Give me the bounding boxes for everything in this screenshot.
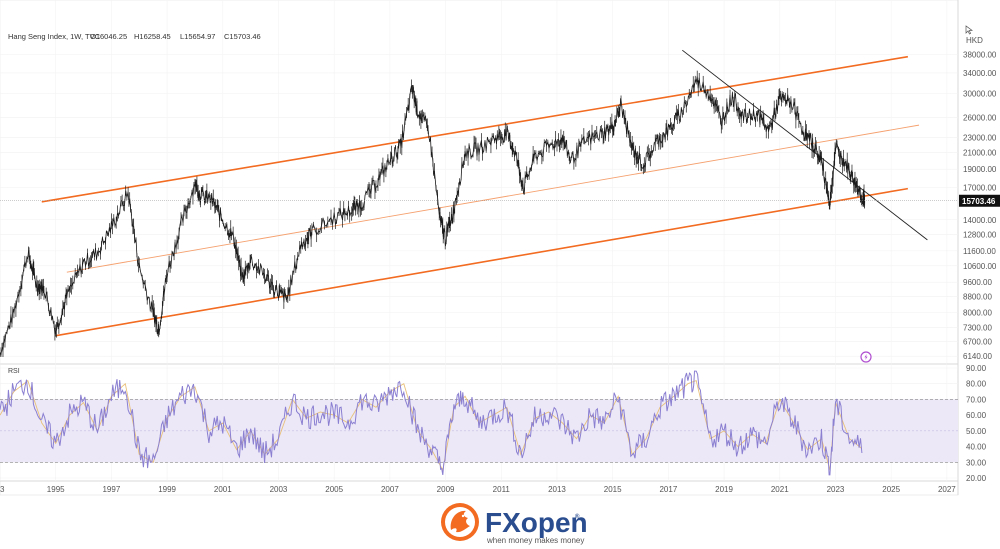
price-tick-label: 38000.00 — [963, 50, 997, 59]
logo-wordmark: FXopen — [485, 507, 588, 538]
price-tick-label: 10600.00 — [963, 262, 997, 271]
price-tick-label: 21000.00 — [963, 149, 997, 158]
time-tick-label: 1997 — [102, 485, 120, 494]
price-tick-label: 11600.00 — [963, 247, 996, 256]
price-tick-label: 6700.00 — [963, 338, 992, 347]
price-tick-label: 26000.00 — [963, 113, 997, 122]
ohlc-high: H16258.45 — [134, 32, 171, 41]
rsi-tick-label: 30.00 — [966, 458, 987, 467]
price-tick-label: 7300.00 — [963, 324, 992, 333]
time-tick-label: 2003 — [270, 485, 288, 494]
rsi-tick-label: 90.00 — [966, 364, 987, 373]
rsi-axis-ticks: 90.00 80.00 70.00 60.00 50.00 40.00 30.00 20.00 — [966, 364, 987, 483]
time-tick-label: 2001 — [214, 485, 232, 494]
ohlc-open: O16046.25 — [90, 32, 127, 41]
time-tick-label: 2005 — [325, 485, 343, 494]
symbol-title: Hang Seng Index, 1W, TVC — [8, 32, 101, 41]
price-tick-label: 14000.00 — [963, 216, 997, 225]
time-tick-label: 1995 — [47, 485, 65, 494]
time-tick-label: 2027 — [938, 485, 956, 494]
price-tick-label: 23000.00 — [963, 134, 997, 143]
dragon-emblem-icon — [441, 503, 479, 541]
price-tick-label: 8800.00 — [963, 293, 992, 302]
logo-registered-mark: ® — [575, 513, 580, 520]
down-trendline — [682, 49, 928, 241]
time-tick-label: 2015 — [604, 485, 622, 494]
price-line — [0, 76, 866, 355]
fxopen-logo: FXopen ® when money makes money — [441, 503, 588, 545]
price-series — [0, 70, 866, 358]
channel-lines — [41, 49, 928, 337]
time-tick-label: 2019 — [715, 485, 733, 494]
last-price-value: 15703.46 — [962, 197, 996, 206]
cursor-icon[interactable] — [965, 25, 973, 35]
time-tick-label: 2013 — [548, 485, 566, 494]
time-tick-label: 2025 — [882, 485, 900, 494]
time-axis-ticks: 93 1995 1997 1999 2001 2003 2005 2007 2009 2011 20… — [0, 485, 956, 494]
price-tick-label: 9600.00 — [963, 278, 992, 287]
price-tick-label: 8000.00 — [963, 308, 992, 317]
rsi-band-fill — [0, 399, 958, 463]
rsi-tick-label: 40.00 — [966, 443, 987, 452]
price-tick-label: 6140.00 — [963, 352, 992, 361]
time-tick-label: 2009 — [437, 485, 455, 494]
logo-tagline: when money makes money — [486, 536, 584, 545]
time-tick-label: 2021 — [771, 485, 789, 494]
time-tick-label: 2007 — [381, 485, 399, 494]
events-icon[interactable] — [860, 351, 872, 363]
channel-mid-line — [66, 124, 920, 273]
price-tick-label: 34000.00 — [963, 69, 997, 78]
channel-upper-line — [41, 55, 909, 203]
rsi-tick-label: 80.00 — [966, 380, 987, 389]
time-tick-label: 1999 — [158, 485, 176, 494]
last-price-tag — [959, 194, 1000, 207]
ohlc-close: C15703.46 — [224, 32, 261, 41]
time-tick-label: 2023 — [827, 485, 845, 494]
currency-label: HKD — [966, 36, 983, 45]
price-tick-label: 30000.00 — [963, 90, 997, 99]
channel-lower-line — [55, 187, 909, 337]
rsi-tick-label: 60.00 — [966, 411, 987, 420]
rsi-band — [0, 399, 958, 463]
rsi-tick-label: 50.00 — [966, 427, 987, 436]
rsi-pane-label: RSI — [8, 368, 20, 375]
time-tick-label: 93 — [0, 485, 5, 494]
price-tick-label: 19000.00 — [963, 165, 997, 174]
time-tick-label: 2011 — [493, 485, 511, 494]
ohlc-low: L15654.97 — [180, 32, 215, 41]
price-tick-label: 17000.00 — [963, 184, 997, 193]
rsi-tick-label: 20.00 — [966, 474, 987, 483]
price-tick-label: 12800.00 — [963, 231, 997, 240]
time-tick-label: 2017 — [659, 485, 677, 494]
price-axis-ticks: 38000.00 34000.00 30000.00 26000.00 23000.00… — [963, 50, 997, 361]
rsi-line — [0, 370, 863, 476]
rsi-series — [0, 370, 863, 476]
rsi-tick-label: 70.00 — [966, 395, 987, 404]
